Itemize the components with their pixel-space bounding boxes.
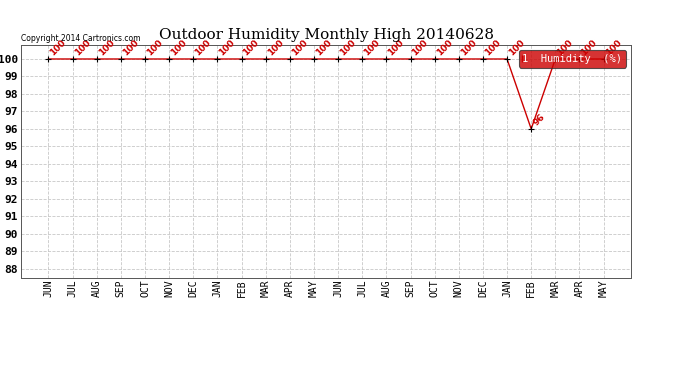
Text: 96: 96 — [531, 112, 546, 128]
Text: 100: 100 — [193, 38, 213, 58]
Text: 100: 100 — [72, 38, 92, 58]
Text: 100: 100 — [580, 38, 599, 58]
Text: 100: 100 — [459, 38, 478, 58]
Text: 100: 100 — [217, 38, 237, 58]
Text: 100: 100 — [411, 38, 430, 58]
Text: 100: 100 — [604, 38, 623, 58]
Text: 100: 100 — [338, 38, 357, 58]
Text: 100: 100 — [266, 38, 285, 58]
Text: 100: 100 — [314, 38, 333, 58]
Text: 100: 100 — [169, 38, 188, 58]
Text: Copyright 2014 Cartronics.com: Copyright 2014 Cartronics.com — [21, 34, 140, 43]
Text: 100: 100 — [241, 38, 261, 58]
Text: 100: 100 — [290, 38, 309, 58]
Text: 100: 100 — [435, 38, 454, 58]
Text: 100: 100 — [48, 38, 68, 58]
Text: 100: 100 — [555, 38, 575, 58]
Text: 100: 100 — [145, 38, 164, 58]
Title: Outdoor Humidity Monthly High 20140628: Outdoor Humidity Monthly High 20140628 — [159, 28, 493, 42]
Text: 100: 100 — [121, 38, 140, 58]
Text: 100: 100 — [97, 38, 116, 58]
Legend: 1  Humidity  (%): 1 Humidity (%) — [519, 50, 626, 68]
Text: 100: 100 — [507, 38, 526, 58]
Text: 100: 100 — [386, 38, 406, 58]
Text: 100: 100 — [362, 38, 382, 58]
Text: 100: 100 — [483, 38, 502, 58]
